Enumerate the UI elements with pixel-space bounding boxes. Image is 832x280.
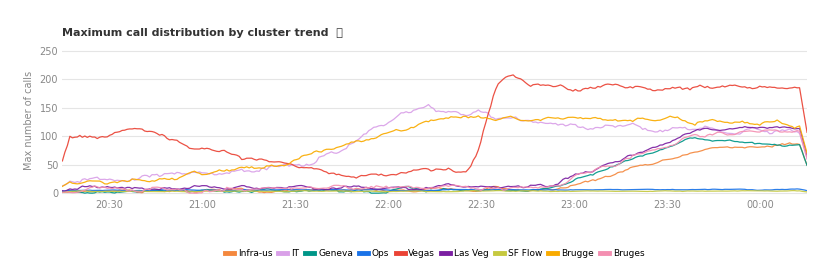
Legend: Infra-us, IT, Geneva, Ops, Vegas, Las Veg, SF Flow, Brugge, Bruges: Infra-us, IT, Geneva, Ops, Vegas, Las Ve… (221, 246, 648, 262)
Y-axis label: Max number of calls: Max number of calls (24, 71, 34, 170)
Text: Maximum call distribution by cluster trend  ⓘ: Maximum call distribution by cluster tre… (62, 29, 344, 38)
